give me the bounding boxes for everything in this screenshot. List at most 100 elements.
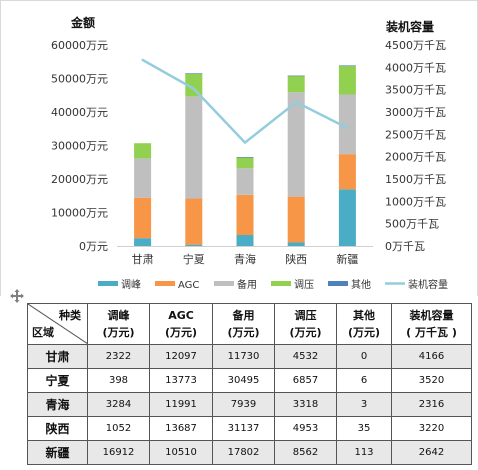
bar-AGC-青海 bbox=[236, 194, 254, 235]
diagonal-divider bbox=[28, 304, 88, 344]
legend-swatch-备用 bbox=[214, 281, 234, 286]
bar-调峰-新疆 bbox=[338, 189, 356, 246]
table-cell: 3318 bbox=[274, 392, 337, 417]
legend-swatch-调压 bbox=[271, 281, 291, 286]
bar-AGC-甘肃 bbox=[134, 197, 152, 239]
data-table: 种类 区域 调峰 (万元) AGC (万元) 备用 (万元) 调压 (万元) 其他 (万元) 装机容… bbox=[27, 303, 472, 465]
bar-调峰-陕西 bbox=[287, 242, 305, 246]
bar-调压-陕西 bbox=[287, 75, 305, 93]
right-tick-label: 500万千瓦 bbox=[385, 218, 439, 231]
column-header-name: 其他 bbox=[353, 309, 375, 322]
capacity-line bbox=[141, 58, 348, 145]
bar-AGC-陕西 bbox=[287, 196, 305, 243]
column-header: 调峰 (万元) bbox=[87, 303, 150, 345]
combo-chart: 金额 装机容量0万元10000万元20000万元30000万元40000万元500… bbox=[51, 15, 448, 291]
table-cell: 2316 bbox=[391, 392, 472, 417]
table-cell: 13773 bbox=[149, 368, 213, 393]
capacity-point bbox=[243, 141, 247, 144]
column-header-unit: (万元) bbox=[289, 326, 322, 339]
bar-备用-新疆 bbox=[338, 94, 356, 155]
left-tick-label: 20000万元 bbox=[51, 173, 108, 186]
corner-cell: 种类 区域 bbox=[27, 303, 88, 345]
bar-调压-甘肃 bbox=[134, 143, 152, 159]
column-header-name: 装机容量 bbox=[409, 309, 454, 322]
bar-调峰-宁夏 bbox=[185, 244, 203, 246]
left-tick-label: 40000万元 bbox=[51, 106, 108, 119]
table-cell: 12097 bbox=[149, 344, 213, 369]
legend-swatch-AGC bbox=[155, 281, 175, 286]
category-label: 宁夏 bbox=[183, 252, 205, 266]
right-tick-label: 4500万千瓦 bbox=[385, 39, 446, 52]
bar-调压-青海 bbox=[236, 157, 254, 169]
column-header-name: 调峰 bbox=[107, 309, 130, 322]
column-header-unit: (万元) bbox=[227, 326, 260, 339]
table-cell: 3284 bbox=[87, 392, 150, 417]
table-cell: 30495 bbox=[212, 368, 275, 393]
left-tick-label: 50000万元 bbox=[51, 73, 108, 86]
table-cell: 1052 bbox=[87, 416, 150, 441]
region-cell: 甘肃 bbox=[27, 344, 88, 369]
right-axis-title: 装机容量 bbox=[385, 19, 434, 34]
left-axis-title: 金额 bbox=[70, 15, 95, 30]
region-cell: 新疆 bbox=[27, 440, 88, 465]
table-cell: 31137 bbox=[212, 416, 275, 441]
capacity-point bbox=[141, 58, 144, 62]
legend-label-备用: 备用 bbox=[237, 278, 257, 291]
table-cell: 3220 bbox=[391, 416, 472, 441]
table-row: 陕西 1052 13687 31137 4953 35 3220 bbox=[27, 416, 472, 441]
table-cell: 4953 bbox=[274, 416, 337, 441]
capacity-point bbox=[295, 100, 298, 104]
column-header-name: AGC bbox=[168, 309, 194, 322]
table-cell: 6857 bbox=[274, 368, 337, 393]
bar-调压-宁夏 bbox=[185, 73, 203, 97]
region-cell: 陕西 bbox=[27, 416, 88, 441]
right-tick-label: 2000万千瓦 bbox=[385, 151, 446, 164]
category-label: 青海 bbox=[234, 252, 256, 266]
table-row: 青海 3284 11991 7939 3318 3 2316 bbox=[27, 392, 472, 417]
region-cell: 宁夏 bbox=[27, 368, 88, 393]
table-cell: 35 bbox=[336, 416, 392, 441]
legend-label-capacity: 装机容量 bbox=[408, 278, 448, 291]
table-cell: 4166 bbox=[391, 344, 472, 369]
column-header-name: 调压 bbox=[294, 309, 317, 322]
column-header: AGC (万元) bbox=[149, 303, 213, 345]
table-cell: 11991 bbox=[149, 392, 213, 417]
bar-其他-新疆 bbox=[338, 65, 356, 67]
table-cell: 6 bbox=[336, 368, 392, 393]
bar-其他-陕西 bbox=[287, 75, 305, 77]
cropped-text-fragment bbox=[0, 462, 478, 470]
table-row: 宁夏 398 13773 30495 6857 6 3520 bbox=[27, 368, 472, 393]
table-cell: 2642 bbox=[391, 440, 472, 465]
right-tick-label: 3000万千瓦 bbox=[385, 106, 446, 119]
right-tick-label: 1500万千瓦 bbox=[385, 173, 446, 186]
column-header: 备用 (万元) bbox=[212, 303, 275, 345]
bar-调峰-甘肃 bbox=[134, 238, 152, 246]
right-tick-label: 4000万千瓦 bbox=[385, 61, 446, 74]
column-header-unit: ( 万千瓦 ) bbox=[406, 326, 457, 339]
table-cell: 2322 bbox=[87, 344, 150, 369]
move-handle-icon[interactable] bbox=[9, 288, 25, 304]
table-cell: 16912 bbox=[87, 440, 150, 465]
legend-label-调压: 调压 bbox=[294, 279, 314, 291]
left-tick-label: 10000万元 bbox=[51, 207, 108, 220]
column-header-unit: (万元) bbox=[347, 326, 381, 339]
table-cell: 113 bbox=[336, 440, 392, 465]
table-cell: 4532 bbox=[274, 344, 337, 369]
corner-label-type: 种类 bbox=[59, 309, 81, 322]
table-cell: 3520 bbox=[391, 368, 472, 393]
table-cell: 17802 bbox=[212, 440, 275, 465]
table-cell: 398 bbox=[87, 368, 150, 393]
bar-调压-新疆 bbox=[338, 65, 356, 95]
column-header: 其他 (万元) bbox=[336, 303, 392, 345]
left-tick-label: 60000万元 bbox=[51, 39, 108, 52]
capacity-point bbox=[346, 126, 349, 130]
legend-label-调峰: 调峰 bbox=[121, 279, 141, 291]
column-header-unit: (万元) bbox=[102, 326, 135, 339]
left-tick-label: 30000万元 bbox=[51, 140, 108, 153]
legend-swatch-其他 bbox=[328, 281, 348, 286]
capacity-point bbox=[192, 87, 195, 90]
bar-AGC-宁夏 bbox=[185, 198, 203, 245]
right-tick-label: 2500万千瓦 bbox=[385, 128, 446, 141]
table-header-row: 种类 区域 调峰 (万元) AGC (万元) 备用 (万元) 调压 (万元) 其他 (万元) 装机容… bbox=[27, 303, 472, 345]
right-tick-label: 3500万千瓦 bbox=[385, 84, 446, 97]
